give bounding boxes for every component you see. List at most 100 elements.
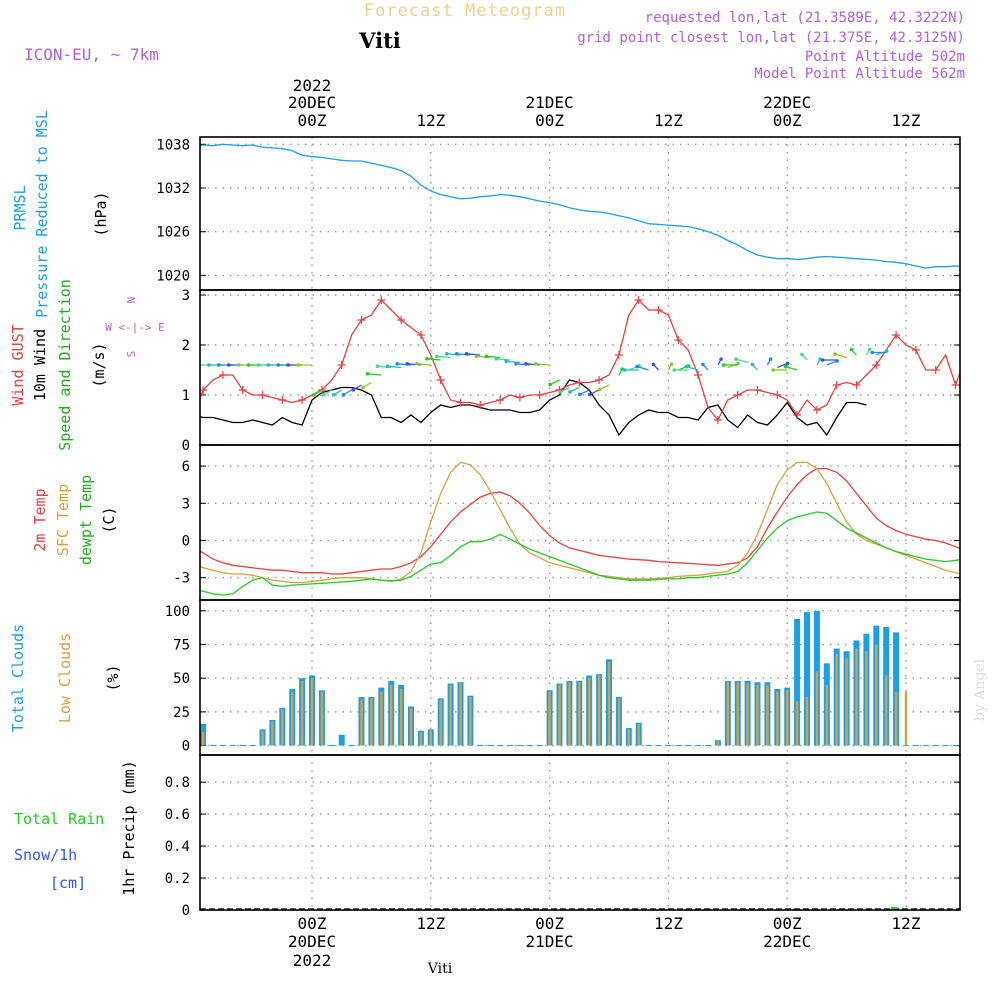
gust-marker (773, 391, 782, 399)
wind-arrow-head (783, 364, 788, 369)
low-cloud-bar (756, 684, 759, 746)
wind-arrow-head (341, 393, 346, 397)
top-axis-label: 2022 (293, 76, 332, 95)
low-cloud-bar (300, 680, 304, 746)
wind-arrow-head (800, 352, 804, 357)
wind-arrow-head (405, 362, 409, 366)
wind-arrow (826, 360, 838, 366)
wind-direction-label: Speed and Direction (56, 279, 74, 451)
y-tick-label: 0.6 (165, 807, 190, 823)
low-cloud-bar (805, 697, 809, 746)
top-axis-label: 00Z (773, 111, 802, 130)
gust-marker (654, 306, 663, 314)
low-cloud-bar (607, 662, 611, 746)
wind-arrow (446, 353, 461, 356)
gust-marker (674, 336, 683, 344)
low-cloud-bar (766, 684, 769, 746)
y-tick-label: 25 (173, 705, 190, 721)
low-cloud-bar (271, 721, 274, 746)
top-axis-label: 00Z (535, 111, 564, 130)
y-tick-label: 0 (182, 739, 190, 755)
wind-arrow (535, 363, 550, 366)
gust-marker (218, 371, 227, 379)
wind-arrow (834, 353, 847, 359)
wind-arrow-head (138, 368, 142, 372)
gust-marker (258, 391, 267, 399)
gust-marker (832, 381, 841, 389)
gust-marker (753, 386, 762, 394)
cloud-panel-labels: Total Clouds Low Clouds (%) (9, 624, 122, 732)
gust-marker (140, 311, 148, 319)
location-title: Viti (358, 28, 401, 53)
total-cloud-bar (131, 735, 137, 746)
low-cloud-bar (281, 709, 284, 746)
wind-arrow-head (651, 362, 656, 367)
low-cloud-bar (578, 682, 581, 746)
gust-marker (634, 296, 643, 304)
wind-arrow-head (514, 362, 518, 366)
low-cloud-bar (637, 724, 640, 746)
wind-arrow-head (158, 366, 162, 370)
wind-arrow-head (820, 358, 825, 362)
bottom-axis-label: 12Z (654, 914, 683, 933)
low-cloud-bar (776, 691, 779, 746)
dewpt-line (200, 511, 960, 596)
y-tick-label: 2 (182, 338, 190, 354)
low-cloud-bar (845, 657, 848, 746)
wind-arrow-head (226, 363, 231, 367)
gust-marker (595, 376, 604, 384)
total-cloud-bar (170, 743, 176, 746)
cloud-unit-label: (%) (104, 664, 122, 691)
sfc-temp-line (200, 461, 960, 584)
wind-arrow-head (177, 363, 181, 367)
wind-arrow (777, 362, 788, 369)
y-tick-label: 0.2 (165, 871, 190, 887)
panel-3 (199, 444, 961, 601)
gust-marker (951, 381, 960, 389)
wind-arrow-head (266, 363, 271, 367)
low-cloud-bar (736, 682, 739, 746)
gust-marker (397, 316, 406, 324)
panel-5-data (200, 907, 960, 910)
compass-n: N (125, 297, 138, 304)
snow-label: Snow/1h (14, 846, 77, 864)
wind-arrow-head (672, 368, 676, 372)
low-cloud-bar (548, 691, 551, 746)
panel-4 (131, 599, 961, 756)
wind-arrow-head (311, 393, 316, 397)
pressure-msl-label: Pressure Reduced to MSL (33, 110, 51, 318)
low-cloud-bar (469, 697, 472, 746)
gust-marker (733, 391, 742, 399)
gust-marker (713, 416, 722, 424)
wind-arrow-head (148, 368, 152, 372)
gust-marker (793, 411, 802, 419)
total-rain-label: Total Rain (14, 810, 104, 828)
low-cloud-bar (449, 684, 452, 746)
dewpt-label: dewpt Temp (77, 475, 95, 565)
panel-5 (199, 754, 961, 911)
low-cloud-bar (726, 682, 729, 746)
bottom-axis-label: 2022 (293, 951, 332, 970)
wind-arrow-head (168, 363, 172, 367)
low-cloud-bar (835, 653, 838, 746)
requested-coords: requested lon,lat (21.3589E, 42.3222N) (645, 10, 965, 26)
wind-arrow-head (548, 382, 552, 387)
low-cloud-bar (795, 701, 799, 746)
wind-arrow-head (736, 361, 740, 366)
wind-arrow (516, 363, 530, 366)
wind10m-line (200, 379, 867, 437)
wind-arrow-head (870, 350, 874, 355)
temp-unit-label: (C) (100, 506, 118, 533)
low-cloud-bar (588, 678, 591, 746)
point-altitude: Point Altitude 502m (805, 49, 965, 65)
wind-arrow-head (236, 363, 241, 367)
total-cloud-bar (161, 727, 167, 746)
wind-arrow (407, 363, 421, 366)
panel-1-data (200, 143, 960, 269)
wind-arrow-head (365, 372, 370, 376)
top-axis-label: 22DEC (763, 93, 811, 112)
total-cloud-bar (338, 734, 345, 746)
wind-arrow-head (568, 390, 572, 394)
total-cloud-bar (794, 618, 801, 746)
